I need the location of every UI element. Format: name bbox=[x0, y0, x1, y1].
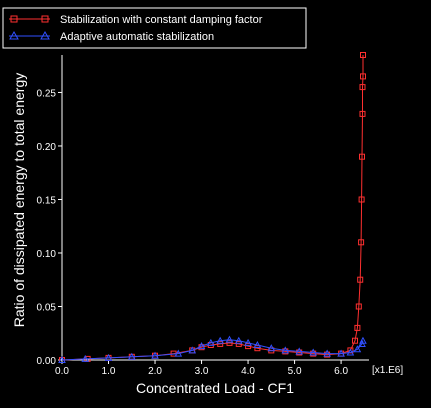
data-point-1 bbox=[323, 349, 331, 357]
data-point-1 bbox=[104, 353, 113, 361]
data-point-1 bbox=[281, 346, 290, 354]
x-tick-label: 5.0 bbox=[288, 366, 302, 377]
data-point-1 bbox=[58, 355, 66, 363]
data-point-1 bbox=[127, 352, 136, 360]
data-point-1 bbox=[346, 348, 355, 356]
data-point-0 bbox=[226, 339, 233, 346]
legend-label-adaptive: Adaptive automatic stabilization bbox=[60, 31, 214, 43]
legend-marker-constant bbox=[10, 15, 18, 23]
data-point-1 bbox=[267, 344, 276, 352]
data-point-0 bbox=[355, 303, 362, 310]
legend-marker-constant-end bbox=[41, 15, 49, 23]
data-point-1 bbox=[225, 335, 234, 343]
data-point-1 bbox=[151, 351, 159, 359]
data-point-0 bbox=[245, 343, 252, 350]
x-tick-label: 2.0 bbox=[148, 366, 162, 377]
data-point-1 bbox=[207, 338, 215, 346]
x-axis-title: Concentrated Load - CF1 bbox=[136, 380, 294, 396]
x-tick-label: 0.0 bbox=[55, 366, 69, 377]
x-tick-label: 1.0 bbox=[102, 366, 116, 377]
y-tick-label: 0.00 bbox=[37, 356, 57, 367]
data-point-1 bbox=[295, 347, 304, 355]
x-tick-label: 6.0 bbox=[334, 366, 348, 377]
data-point-1 bbox=[81, 354, 90, 362]
data-point-1 bbox=[216, 336, 224, 344]
data-point-0 bbox=[359, 153, 365, 160]
data-point-0 bbox=[354, 324, 361, 331]
data-point-0 bbox=[359, 84, 366, 91]
data-point-0 bbox=[217, 340, 224, 347]
x-tick-label: 4.0 bbox=[241, 366, 255, 377]
data-point-1 bbox=[188, 346, 197, 354]
y-tick-label: 0.15 bbox=[37, 195, 57, 206]
data-point-0 bbox=[352, 337, 358, 344]
y-axis-title: Ratio of dissipated energy to total ener… bbox=[11, 73, 27, 328]
legend-marker-adaptive-end bbox=[40, 30, 50, 40]
data-point-1 bbox=[174, 349, 183, 357]
data-point-1 bbox=[234, 336, 243, 344]
legend-box bbox=[2, 7, 307, 49]
data-point-1 bbox=[337, 349, 345, 357]
data-point-1 bbox=[197, 342, 206, 350]
y-tick-label: 0.10 bbox=[37, 249, 57, 260]
series-layer bbox=[58, 52, 367, 363]
data-point-0 bbox=[358, 196, 365, 203]
y-tick-label: 0.05 bbox=[37, 302, 57, 313]
data-point-0 bbox=[235, 340, 242, 347]
data-point-0 bbox=[358, 239, 365, 246]
y-tick-label: 0.25 bbox=[37, 88, 57, 99]
data-point-0 bbox=[360, 73, 366, 80]
y-tick-label: 0.20 bbox=[37, 142, 57, 153]
data-point-0 bbox=[360, 52, 366, 58]
data-point-0 bbox=[357, 276, 364, 283]
data-point-1 bbox=[253, 340, 262, 349]
x-scale-label: [x1.E6] bbox=[372, 365, 403, 376]
data-point-0 bbox=[254, 345, 261, 352]
axis-ticks: 0.0 1.0 2.0 3.0 4.0 5.0 6.0 0.00 0.05 0.10 0.15 0.2… bbox=[37, 88, 349, 377]
legend-label-constant: Stabilization with constant damping fact… bbox=[60, 14, 263, 26]
data-point-1 bbox=[353, 345, 362, 353]
data-point-1 bbox=[309, 348, 318, 356]
data-point-1 bbox=[359, 336, 367, 344]
legend-marker-adaptive bbox=[9, 30, 19, 40]
legend: Stabilization with constant damping fact… bbox=[2, 7, 307, 49]
data-point-0 bbox=[359, 110, 366, 117]
x-tick-label: 3.0 bbox=[195, 366, 209, 377]
data-point-1 bbox=[244, 338, 252, 346]
